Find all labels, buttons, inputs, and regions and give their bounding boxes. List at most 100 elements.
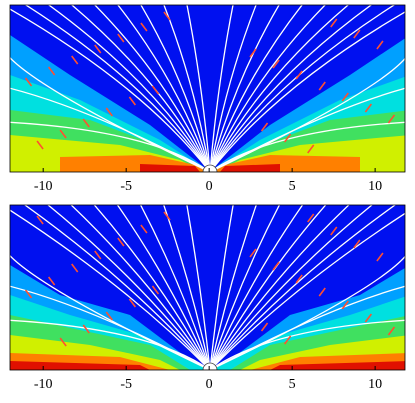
velocity-arrow [318,287,326,297]
field-line [209,205,373,370]
field-line [209,5,257,172]
velocity-arrow [163,11,171,21]
velocity-arrow [376,252,384,262]
velocity-arrow [260,322,269,332]
field-line [209,5,234,172]
velocity-arrow [272,261,280,271]
velocity-arrow [295,70,303,80]
field-line [209,205,327,370]
field-line [117,5,211,172]
velocity-arrow [24,77,33,87]
field-line [10,87,211,172]
x-tick-label: 5 [289,179,296,194]
velocity-arrow [117,33,125,43]
velocity-arrow [376,40,384,50]
field-line [116,205,211,370]
field-line [47,5,211,172]
panel [10,205,405,370]
field-line [23,205,211,370]
velocity-arrow [105,311,113,321]
field-line [209,87,405,172]
velocity-arrow [151,285,160,295]
velocity-arrow [249,48,257,58]
plot-frame [9,4,406,173]
field-line [209,205,234,370]
velocity-arrow [128,298,137,308]
velocity-arrow [59,337,67,347]
velocity-arrow [151,85,160,95]
field-line [24,5,211,172]
field-line [186,5,211,172]
plot-frame [9,204,406,371]
x-tick-label: -5 [120,377,132,392]
field-region [220,164,280,172]
velocity-arrow [94,44,102,54]
field-line [209,5,396,172]
velocity-arrow [71,55,79,65]
field-line [209,11,405,172]
field-line [209,205,304,370]
field-line [209,121,405,172]
field-line [209,285,405,370]
field-region [10,361,150,370]
field-line [139,205,211,370]
velocity-arrow [307,144,315,154]
velocity-arrow [260,122,269,132]
field-line [10,121,211,172]
velocity-arrow [105,107,113,117]
velocity-arrow [117,237,125,247]
field-line [209,255,405,370]
x-tick-label: 10 [368,179,382,194]
field-line [93,205,211,370]
velocity-arrow [283,133,292,143]
velocity-arrow [82,118,90,128]
field-line [10,8,211,172]
field-line [209,57,405,172]
velocity-arrow [128,96,137,106]
field-line [209,5,373,172]
field-line [186,205,211,370]
field-line [140,5,211,172]
field-region [140,164,200,172]
field-line [10,56,211,172]
velocity-arrow [47,66,56,76]
field-line [209,5,350,172]
velocity-arrow [249,248,257,258]
x-tick-label: -5 [120,179,132,194]
field-line [209,205,281,370]
field-line [70,205,211,370]
velocity-arrow [272,59,280,69]
field-line [47,205,211,370]
field-line [10,319,211,370]
field-line [209,5,280,172]
velocity-arrow [364,103,373,113]
field-line [209,212,405,370]
velocity-arrow [330,18,338,28]
velocity-arrow [353,239,361,249]
velocity-arrow [24,289,33,299]
field-line [70,5,211,172]
velocity-arrow [140,22,148,32]
velocity-arrow [71,263,79,273]
velocity-arrow [341,92,349,102]
x-tick-label: -10 [34,377,53,392]
velocity-arrow [387,326,396,336]
velocity-arrow [295,274,303,284]
x-tick-label: -10 [34,179,53,194]
velocity-arrow [36,215,44,225]
x-tick-label: 0 [206,377,213,392]
velocity-arrow [283,335,292,345]
velocity-arrow [318,81,326,91]
velocity-arrow [47,276,56,286]
field-line [209,205,257,370]
field-region [270,361,405,370]
x-tick-label: 0 [206,179,213,194]
velocity-arrow [94,250,102,260]
velocity-arrow [330,226,338,236]
field-line [209,205,350,370]
velocity-arrow [140,224,148,234]
velocity-arrow [82,324,90,334]
velocity-arrow [307,213,315,223]
velocity-arrow [387,114,396,124]
